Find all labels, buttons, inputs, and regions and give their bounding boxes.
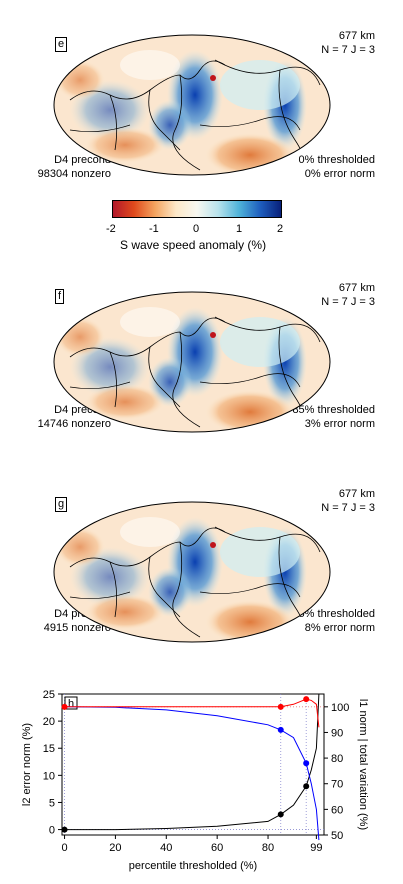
error-norm-label: 0% error norm [304,168,375,180]
nonzero-label: 98304 nonzero [37,168,111,180]
x-tick-label: 60 [211,842,223,854]
colorbar-tick: -2 [106,223,116,235]
threshold-chart: 0 20 40 60 80 99 0 5 10 15 20 25 50 60 70 80 90 100 percen… [21,689,369,872]
colorbar-label: S wave speed anomaly (%) [120,238,267,252]
x-tick-label: 20 [109,842,121,854]
depth-label: 677 km [338,488,375,500]
x-axis-label: percentile thresholded (%) [129,860,257,872]
x-tick-label: 40 [160,842,172,854]
depth-label: 677 km [338,30,375,42]
nonzero-label: 14746 nonzero [37,418,111,430]
y-left-axis-label: l2 error norm (%) [21,723,33,806]
data-point [303,783,310,790]
y-right-tick-label: 90 [331,727,343,739]
y-left-tick-label: 0 [49,825,55,837]
error-norm-label: 3% error norm [304,418,375,430]
data-point [277,811,284,818]
y-left-tick-label: 25 [43,689,55,701]
params-label: N = 7 J = 3 [321,44,375,56]
colorbar-tick: 0 [193,223,200,235]
thresholded-label: 95% thresholded [292,608,375,620]
y-left-tick-label: 10 [43,770,55,782]
y-right-axis-label: l1 norm | total variation (%) [357,699,369,830]
y-right-tick-label: 50 [331,830,343,842]
panel-e: e 677 km N = 7 J = 3 D4 precond 98304 no… [0,0,403,200]
thresholded-label: 0% thresholded [298,154,375,166]
precond-label: D4 precond [54,154,111,166]
y-right-tick-label: 60 [331,804,343,816]
colorbar-tick: -1 [149,223,159,235]
colorbar-tick: 1 [236,223,243,235]
plot-frame [61,693,325,836]
x-tick-label: 0 [61,842,67,854]
nonzero-label: 4915 nonzero [43,622,111,634]
panel-tag: h [68,698,74,710]
colorbar-tick: 2 [277,223,284,235]
colorbar-ticks: -2 -1 0 1 2 [106,223,284,237]
y-right-tick-label: 100 [331,702,349,714]
y-left-tick-label: 5 [49,797,55,809]
data-point [303,760,310,767]
thresholded-label: 85% thresholded [292,404,375,416]
tomography-map-e [50,30,335,180]
y-right-tick-label: 70 [331,779,343,791]
params-label: N = 7 J = 3 [321,296,375,308]
tomography-map-g [50,497,335,647]
data-point [61,703,68,710]
panel-tag: e [55,37,68,52]
x-tick-label: 99 [310,842,322,854]
depth-label: 677 km [338,282,375,294]
tomography-map-f [50,287,335,437]
error-norm-label: 8% error norm [304,622,375,634]
data-point [303,696,310,703]
y-left-tick-label: 15 [43,743,55,755]
data-point [61,826,68,833]
panel-tag: f [55,289,65,304]
panel-tag-box [64,696,78,710]
colorbar-gradient [113,201,281,217]
params-label: N = 7 J = 3 [321,502,375,514]
x-tick-label: 80 [262,842,274,854]
panel-tag: g [55,497,68,512]
y-right-tick-label: 80 [331,753,343,765]
data-point [277,703,284,710]
colorbar [112,200,282,218]
y-left-tick-label: 20 [43,716,55,728]
series-line [64,693,320,831]
data-point [277,726,284,733]
